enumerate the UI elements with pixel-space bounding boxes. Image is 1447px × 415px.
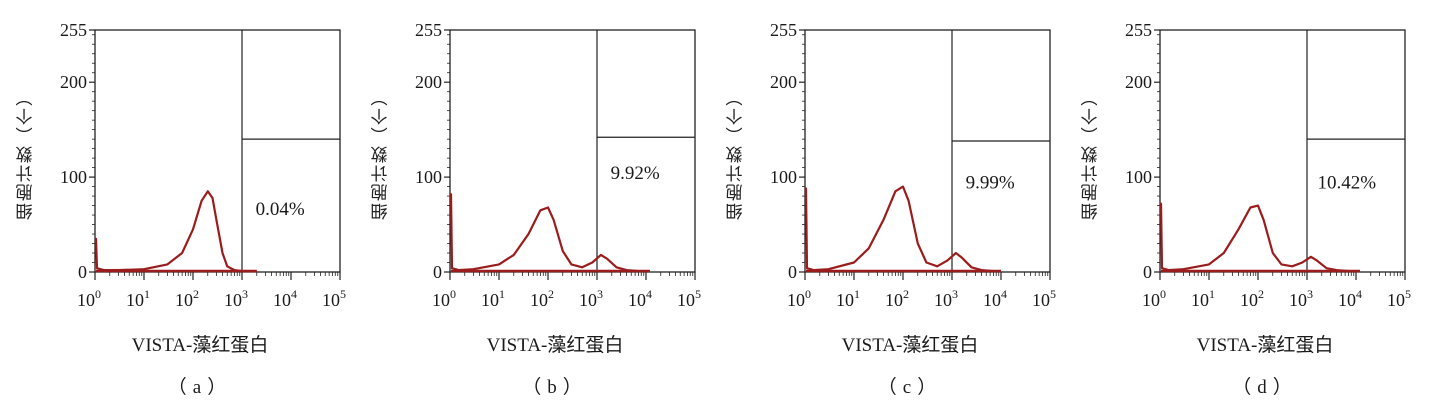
gate-percentage-label: 10.42% <box>1318 172 1377 193</box>
x-axis-label: VISTA-藻红蛋白 <box>486 335 624 356</box>
y-axis-label: 细胞计数（个） <box>371 87 392 221</box>
plot-frame <box>449 29 696 273</box>
gate-percentage-label: 9.92% <box>611 163 660 184</box>
histogram-svg: 0 100 200 255 100 101 102 103 104 105 9.99% <box>770 20 1056 310</box>
y-tick-label: 100 <box>770 167 797 187</box>
histogram-panel-a: 0 100 200 255 100 101 102 103 104 105 0.04% 细胞计数（个… <box>0 0 362 415</box>
y-tick-label: 200 <box>1125 72 1152 92</box>
x-tick-label: 104 <box>983 287 1007 310</box>
plot-frame <box>804 29 1051 273</box>
histogram-panel-b: 0 100 200 255 100 101 102 103 104 105 9.92% 细胞计数（个… <box>355 0 717 415</box>
y-tick-label: 255 <box>415 20 442 40</box>
histogram-curve <box>804 185 1001 273</box>
x-tick-label: 102 <box>885 287 909 310</box>
x-tick-label: 102 <box>175 287 199 310</box>
x-tick-label: 103 <box>579 287 603 310</box>
x-tick-label: 105 <box>1387 287 1411 310</box>
x-axis-label: VISTA-藻红蛋白 <box>131 335 269 356</box>
plot-frame <box>94 29 341 273</box>
x-axis-label: VISTA-藻红蛋白 <box>841 335 979 356</box>
histogram-panel-c: 0 100 200 255 100 101 102 103 104 105 9.99% 细胞计数（个… <box>710 0 1072 415</box>
x-tick-label: 105 <box>322 287 346 310</box>
y-axis-label: 细胞计数（个） <box>726 87 747 221</box>
y-tick-label: 200 <box>415 72 442 92</box>
panel-label: （d） <box>1232 377 1298 398</box>
histogram-curve <box>449 193 650 273</box>
y-tick-label: 100 <box>415 167 442 187</box>
x-tick-label: 103 <box>934 287 958 310</box>
x-tick-label: 101 <box>481 287 505 310</box>
histogram-svg: 0 100 200 255 100 101 102 103 104 105 10.42% <box>1125 20 1411 310</box>
y-tick-label: 0 <box>78 262 87 282</box>
x-tick-label: 105 <box>677 287 701 310</box>
x-tick-label: 101 <box>836 287 860 310</box>
histogram-svg: 0 100 200 255 100 101 102 103 104 105 0.04% <box>60 20 346 310</box>
y-tick-label: 0 <box>1143 262 1152 282</box>
histogram-curve <box>1159 202 1360 273</box>
y-axis-label: 细胞计数（个） <box>16 87 37 221</box>
x-tick-label: 102 <box>1240 287 1264 310</box>
panel-label: （c） <box>877 377 943 398</box>
y-tick-label: 100 <box>60 167 87 187</box>
y-tick-label: 0 <box>788 262 797 282</box>
x-tick-label: 104 <box>1338 287 1362 310</box>
y-tick-label: 0 <box>433 262 442 282</box>
plot-frame <box>1159 29 1406 273</box>
x-tick-label: 100 <box>77 287 101 310</box>
x-tick-label: 100 <box>787 287 811 310</box>
x-tick-label: 105 <box>1032 287 1056 310</box>
x-tick-label: 100 <box>1142 287 1166 310</box>
panel-label: （b） <box>522 377 588 398</box>
y-tick-label: 255 <box>60 20 87 40</box>
y-tick-label: 100 <box>1125 167 1152 187</box>
y-tick-label: 200 <box>770 72 797 92</box>
x-tick-label: 100 <box>432 287 456 310</box>
x-tick-label: 104 <box>273 287 297 310</box>
x-tick-label: 102 <box>530 287 554 310</box>
y-tick-label: 200 <box>60 72 87 92</box>
x-tick-label: 103 <box>224 287 248 310</box>
x-tick-label: 104 <box>628 287 652 310</box>
gate-percentage-label: 0.04% <box>256 199 305 220</box>
y-tick-label: 255 <box>1125 20 1152 40</box>
x-tick-label: 101 <box>1191 287 1215 310</box>
gate-percentage-label: 9.99% <box>966 172 1015 193</box>
histogram-svg: 0 100 200 255 100 101 102 103 104 105 9.92% <box>415 20 701 310</box>
y-tick-label: 255 <box>770 20 797 40</box>
histogram-panel-d: 0 100 200 255 100 101 102 103 104 105 10.42% 细胞计数（… <box>1065 0 1427 415</box>
y-axis-label: 细胞计数（个） <box>1081 87 1102 221</box>
x-tick-label: 101 <box>126 287 150 310</box>
histogram-curve <box>94 190 257 273</box>
x-axis-label: VISTA-藻红蛋白 <box>1196 335 1334 356</box>
x-tick-label: 103 <box>1289 287 1313 310</box>
panel-label: （a） <box>167 377 233 398</box>
